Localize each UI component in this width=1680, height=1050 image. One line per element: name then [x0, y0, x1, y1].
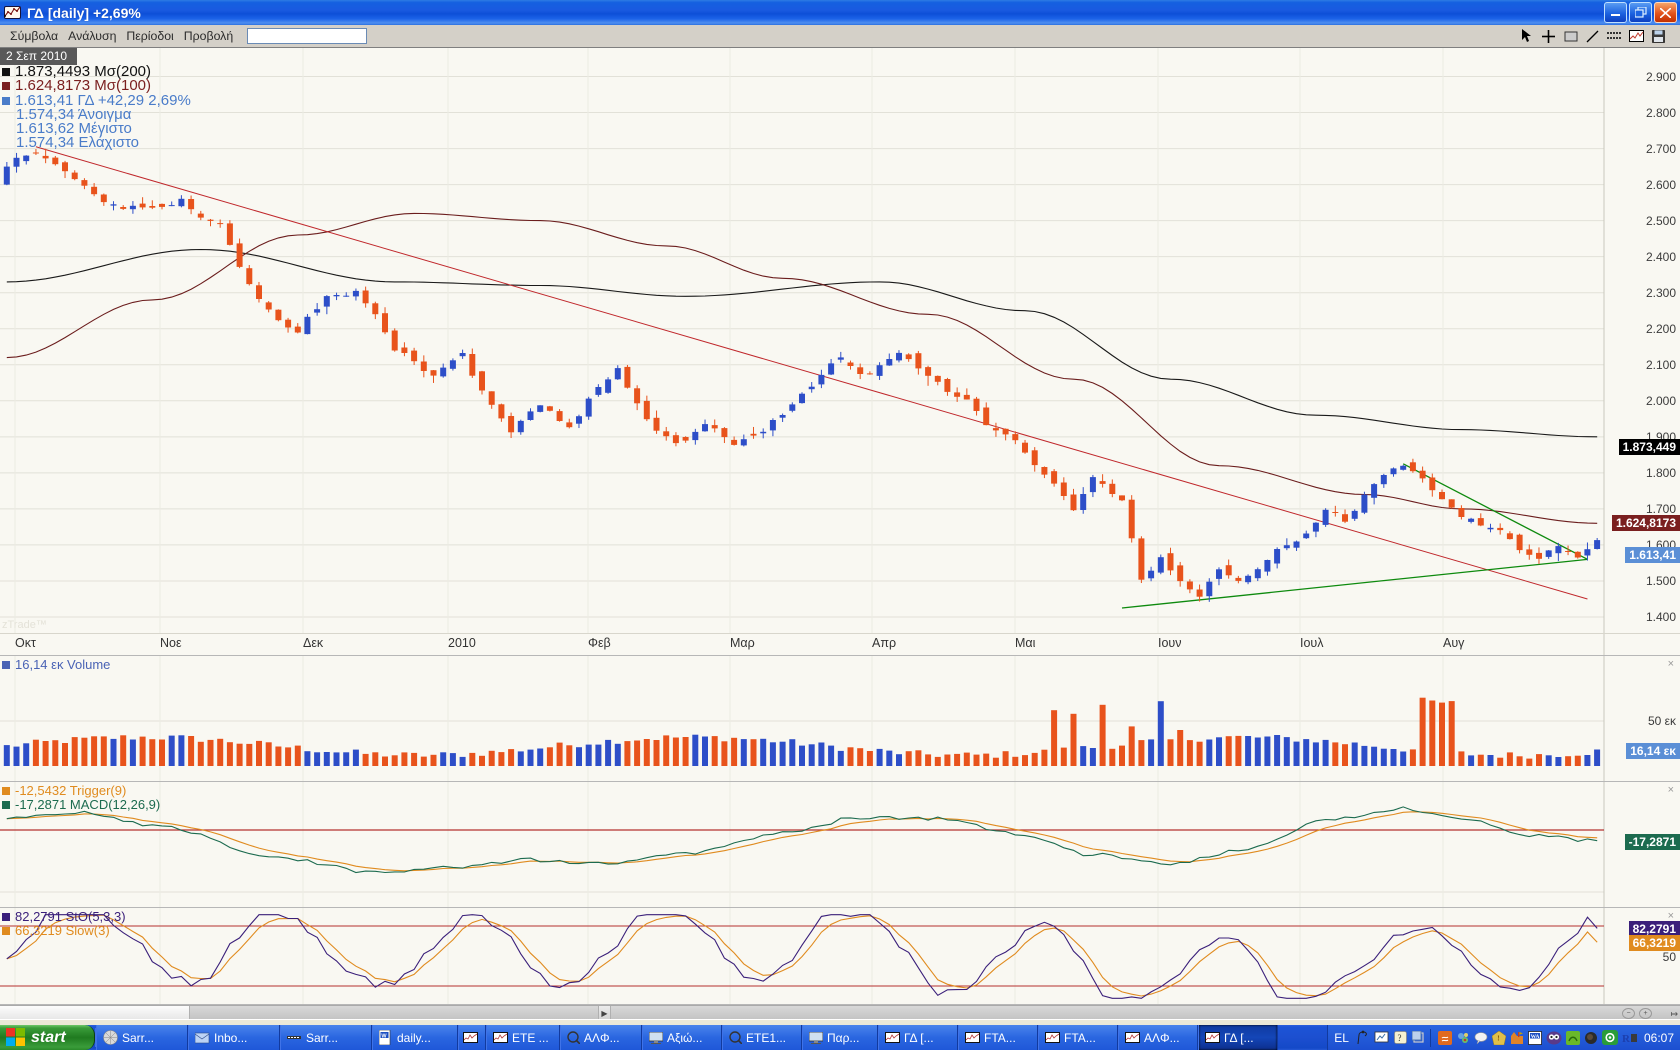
- svg-text:R: R: [1622, 1033, 1631, 1045]
- svg-text:W: W: [381, 1033, 387, 1039]
- svg-text:?: ?: [1397, 1033, 1401, 1043]
- svg-text:!: !: [1497, 1034, 1499, 1042]
- svg-text:WA: WA: [1531, 1034, 1540, 1040]
